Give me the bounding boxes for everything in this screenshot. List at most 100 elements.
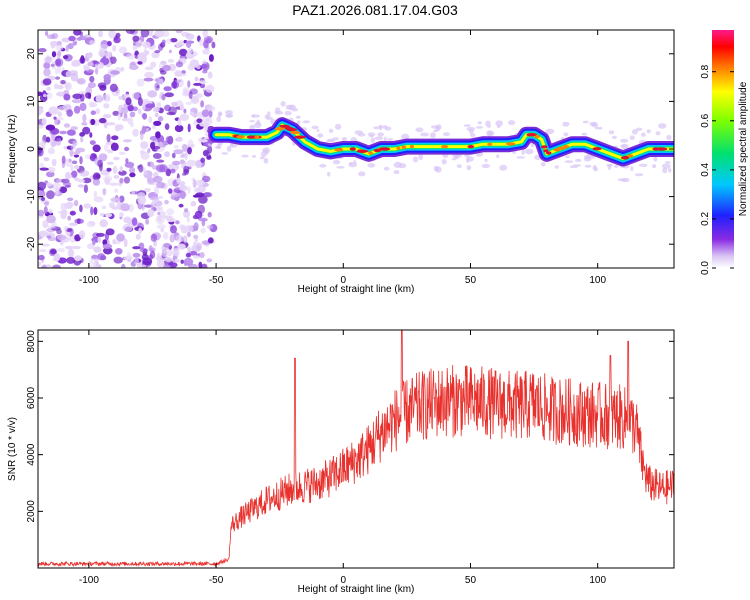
- ridge-peak: [526, 133, 535, 137]
- noise-blob: [193, 234, 199, 239]
- noise-blob: [95, 67, 99, 75]
- noise-blob: [201, 175, 211, 183]
- halo-blob: [565, 155, 570, 158]
- noise-blob: [171, 152, 176, 159]
- halo-blob: [327, 171, 331, 177]
- noise-blob: [56, 65, 62, 74]
- noise-blob: [73, 199, 79, 207]
- noise-blob: [179, 186, 188, 191]
- halo-blob: [485, 120, 491, 127]
- noise-blob: [82, 177, 92, 184]
- noise-blob: [79, 31, 83, 37]
- noise-blob: [178, 181, 186, 186]
- noise-blob: [174, 258, 180, 263]
- halo-blob: [420, 132, 429, 137]
- noise-blob: [166, 217, 176, 223]
- noise-blob: [142, 257, 153, 266]
- noise-blob: [63, 93, 71, 101]
- halo-blob: [662, 167, 668, 174]
- noise-blob: [148, 116, 153, 123]
- noise-blob: [179, 104, 184, 111]
- noise-blob: [47, 225, 56, 230]
- halo-blob: [302, 120, 310, 124]
- halo-blob: [367, 132, 376, 137]
- noise-blob: [205, 84, 215, 93]
- noise-blob: [83, 203, 91, 209]
- noise-blob: [132, 45, 138, 51]
- snr-y-tick-label: 2000: [26, 500, 37, 523]
- ridge-peak: [545, 151, 552, 155]
- noise-blob: [90, 110, 97, 115]
- noise-blob: [132, 246, 141, 250]
- noise-blob: [124, 226, 132, 232]
- noise-blob: [170, 225, 177, 234]
- noise-blob: [153, 146, 161, 150]
- noise-blob: [156, 224, 166, 230]
- noise-blob: [139, 248, 149, 253]
- ridge-peak: [284, 126, 293, 130]
- noise-blob: [190, 95, 200, 104]
- noise-blob: [186, 216, 190, 223]
- ridge-peak: [294, 135, 306, 139]
- noise-blob: [67, 43, 74, 50]
- ridge-peak: [540, 145, 548, 149]
- noise-blob: [140, 151, 150, 160]
- noise-blob: [160, 70, 167, 75]
- noise-blob: [190, 201, 197, 207]
- noise-blob: [189, 111, 195, 116]
- noise-blob: [86, 53, 92, 59]
- ridge-peak: [505, 142, 516, 146]
- noise-blob: [198, 80, 207, 85]
- halo-blob: [554, 165, 559, 169]
- noise-blob: [61, 155, 66, 164]
- halo-blob: [635, 127, 643, 131]
- noise-blob: [82, 126, 91, 135]
- noise-blob: [150, 233, 157, 242]
- noise-blob: [97, 253, 106, 261]
- noise-blob: [76, 218, 81, 225]
- noise-blob: [183, 210, 190, 218]
- noise-blob: [114, 124, 121, 132]
- noise-blob: [73, 165, 80, 170]
- noise-blob: [66, 109, 73, 117]
- noise-blob: [76, 78, 86, 85]
- noise-blob: [43, 157, 50, 162]
- ridge-peak: [467, 145, 475, 149]
- noise-blob: [183, 235, 188, 244]
- noise-blob: [42, 78, 52, 86]
- noise-blob: [156, 159, 165, 163]
- noise-blob: [147, 148, 151, 154]
- noise-blob: [121, 263, 126, 268]
- noise-blob: [174, 124, 184, 133]
- noise-blob: [132, 252, 141, 258]
- halo-blob: [401, 133, 410, 140]
- noise-blob: [83, 184, 88, 193]
- noise-blob: [193, 222, 199, 231]
- halo-blob: [466, 156, 475, 162]
- noise-blob: [73, 150, 81, 155]
- halo-blob: [256, 119, 261, 126]
- noise-blob: [161, 39, 166, 45]
- halo-blob: [311, 125, 319, 130]
- noise-blob: [145, 218, 150, 225]
- noise-blob: [172, 247, 180, 257]
- noise-blob: [79, 230, 86, 239]
- halo-blob: [563, 132, 569, 137]
- halo-blob: [658, 123, 667, 129]
- noise-blob: [150, 61, 157, 68]
- noise-blob: [116, 233, 125, 242]
- snr-x-tick-label: -100: [79, 575, 99, 586]
- noise-blob: [122, 139, 132, 143]
- noise-blob: [106, 167, 112, 172]
- noise-blob: [77, 179, 85, 183]
- ridge-peak: [274, 127, 285, 131]
- noise-blob: [99, 154, 108, 162]
- noise-blob: [170, 168, 176, 174]
- noise-blob: [142, 41, 151, 48]
- noise-blob: [46, 182, 53, 187]
- noise-blob: [125, 30, 136, 34]
- noise-blob: [177, 118, 182, 127]
- halo-blob: [280, 101, 286, 107]
- noise-blob: [56, 40, 62, 46]
- ridge-peak: [373, 148, 381, 153]
